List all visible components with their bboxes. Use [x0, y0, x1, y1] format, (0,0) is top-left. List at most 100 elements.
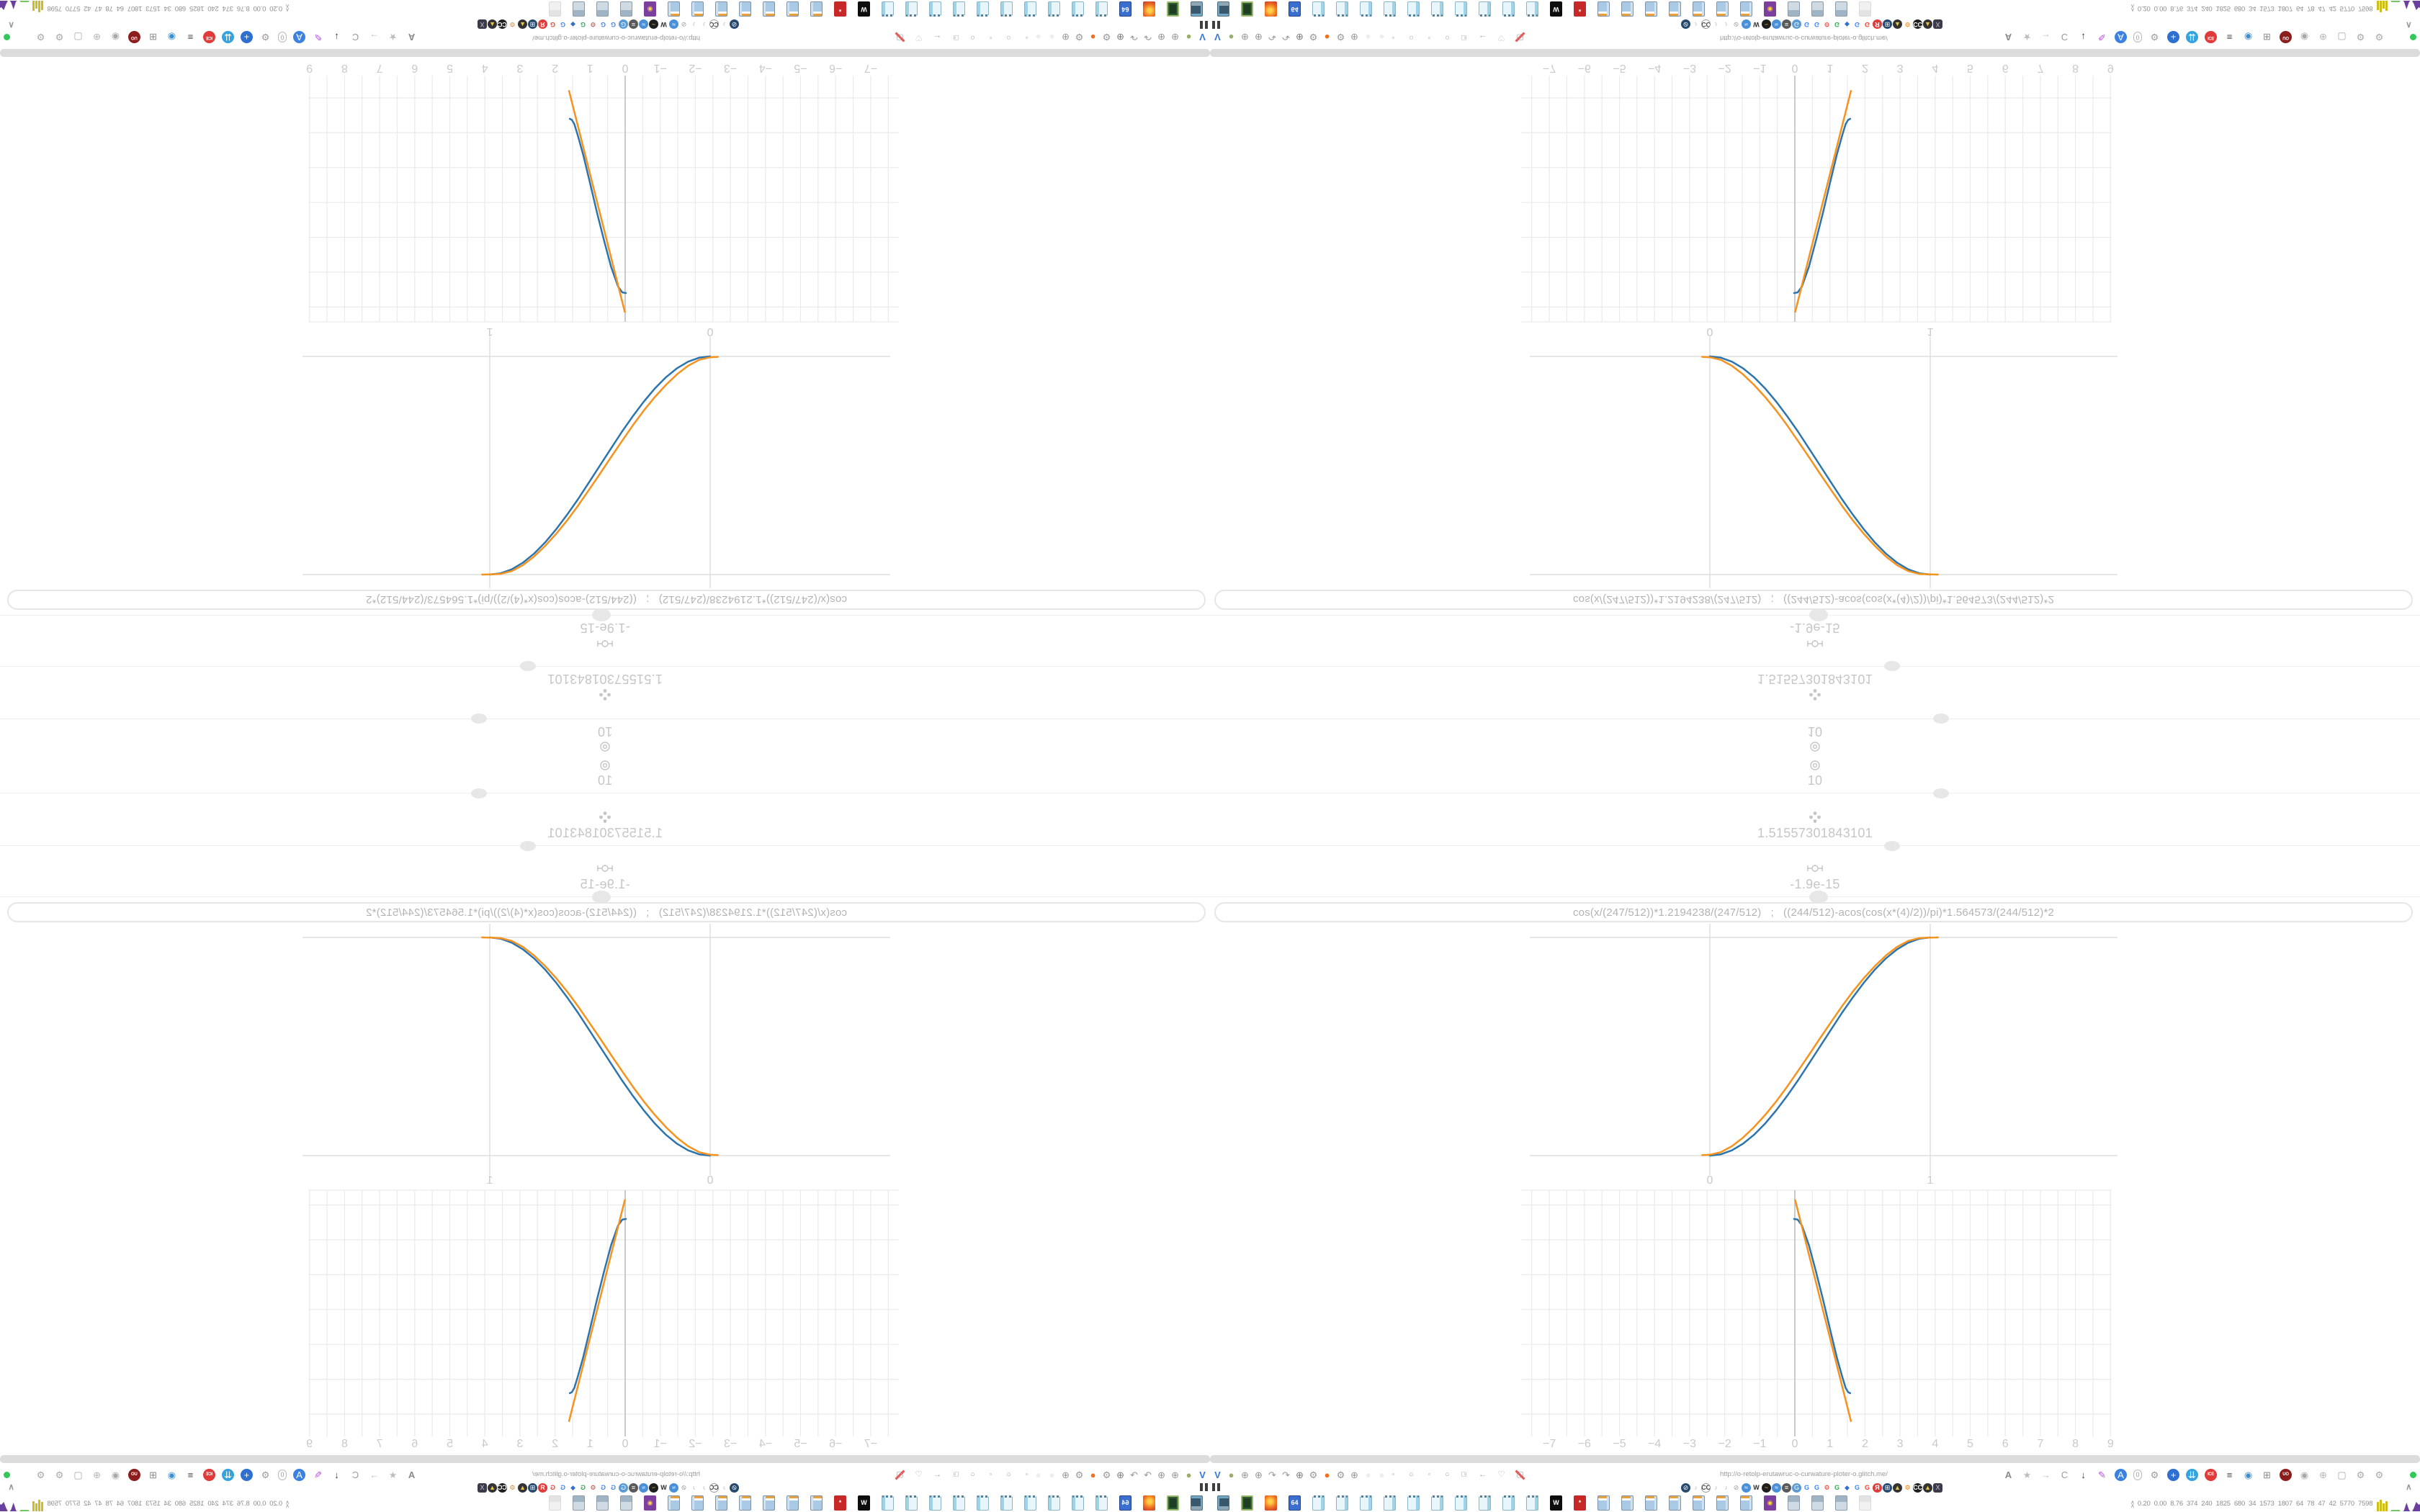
gear-icon[interactable]: ⚙ [1336, 1469, 1345, 1480]
calculator-icon[interactable] [715, 1495, 727, 1511]
v-logo-icon[interactable]: V [1214, 32, 1221, 43]
calculator-icon[interactable] [1621, 1, 1634, 17]
printer-icon[interactable] [1788, 1, 1800, 17]
add-circle-icon[interactable]: + [2167, 31, 2179, 44]
keypad-icon[interactable]: ⊞ [2263, 1469, 2271, 1480]
drag-handle[interactable] [1884, 841, 1900, 851]
gear-icon[interactable]: ⚙ [1075, 32, 1084, 43]
printer-icon[interactable] [596, 1, 609, 17]
wrench-icon[interactable]: ⚙ [2356, 32, 2365, 43]
calculator-icon[interactable] [1645, 1495, 1657, 1511]
purple-app-icon[interactable]: ◉ [1764, 1495, 1776, 1511]
translate-blue-icon[interactable]: A [293, 1468, 305, 1481]
photo-icon[interactable]: ▲ [518, 19, 527, 30]
blocked-circle-icon[interactable]: ⊘ [1733, 21, 1739, 29]
red-badge-icon[interactable]: * [1574, 1, 1586, 17]
cc-icon[interactable]: CC [709, 1482, 719, 1493]
download-manager-icon[interactable]: ⇊ [2186, 1468, 2198, 1481]
rotate-tool-icon[interactable]: ↷ [1268, 32, 1276, 43]
trash-grill-icon[interactable]: ≡ [187, 1469, 194, 1480]
cc-dark-icon[interactable]: CC [1913, 1482, 1922, 1493]
mute-icon[interactable]: ♪ [1724, 21, 1728, 29]
gear-icon[interactable]: ⚙ [36, 32, 45, 43]
yandex-icon[interactable]: Я [538, 1482, 547, 1493]
collapse-chevron-icon[interactable]: ∧ [8, 20, 14, 30]
record-dot-icon[interactable]: ◦ [1464, 1470, 1467, 1479]
globe-icon[interactable]: ⊕ [93, 1469, 101, 1480]
wave-icon[interactable]: ≈ [1772, 1482, 1781, 1493]
ghost-icon[interactable]: ● [1035, 1469, 1041, 1480]
globe-grid-icon[interactable]: ⊞ [528, 19, 537, 30]
rotate-tool-icon[interactable]: ↷ [1130, 1469, 1138, 1480]
stop-square-icon[interactable]: □ [954, 1470, 959, 1479]
pause-icon[interactable] [1200, 21, 1208, 29]
photo-icon[interactable]: ▲ [518, 1482, 527, 1493]
formula-input[interactable]: cos(x/(247/512))*1.2194238/(247/512) ; (… [7, 590, 1206, 610]
ublock-icon[interactable]: UO [2280, 1468, 2292, 1481]
wrench-icon[interactable]: ⚙ [1309, 1469, 1318, 1480]
notepad-icon[interactable] [1095, 1, 1108, 17]
photo-icon[interactable]: ▲ [1923, 1482, 1932, 1493]
wave-icon[interactable]: ≈ [639, 19, 648, 30]
ghost-icon[interactable]: ● [1049, 32, 1055, 43]
notepad-icon[interactable] [1526, 1495, 1538, 1511]
notepad-icon[interactable] [1360, 1495, 1372, 1511]
translate-blue-icon[interactable]: A [2115, 1468, 2127, 1481]
cloud-g-icon[interactable]: G [619, 1482, 628, 1493]
photo-icon[interactable]: ▲ [488, 19, 497, 30]
shield-outline-icon[interactable]: ♡ [915, 33, 923, 42]
calculator-icon[interactable] [1597, 1, 1610, 17]
calculator-icon[interactable] [810, 1495, 823, 1511]
dark-app-icon[interactable]: W [858, 1495, 870, 1511]
blocked-circle-icon[interactable]: ⊘ [1733, 1483, 1739, 1491]
waveform-icon[interactable]: ~ [649, 1482, 658, 1493]
cloud-g-icon[interactable]: G [1792, 1482, 1801, 1493]
mute-icon[interactable]: ♪ [1694, 21, 1698, 29]
notepad-icon[interactable] [1431, 1, 1443, 17]
calculator-icon[interactable] [1716, 1, 1729, 17]
google-icon[interactable]: G [611, 21, 617, 29]
google-icon[interactable]: G [560, 1483, 566, 1491]
page-fold-icon[interactable]: ▢ [73, 1469, 83, 1480]
printer-icon[interactable] [1788, 1495, 1800, 1511]
orange-gear-icon[interactable]: ⚙ [509, 21, 516, 29]
globe-icon[interactable]: ⊕ [2319, 1469, 2327, 1480]
media-blocked-icon[interactable]: ⊘ [1681, 19, 1690, 30]
counter-pill-icon[interactable]: 0 [2133, 32, 2142, 43]
globe-colored-icon[interactable]: ◉ [167, 32, 176, 43]
globe-grid-icon[interactable]: ⊞ [1883, 19, 1892, 30]
orange-gear-icon[interactable]: ⚙ [1904, 1483, 1911, 1491]
firefox-icon[interactable]: ● [1090, 1469, 1096, 1480]
google-icon[interactable]: G [1864, 1483, 1870, 1491]
record-dot-icon[interactable]: ◦ [989, 1470, 992, 1479]
cloud-g-icon[interactable]: G [619, 19, 628, 30]
google-icon[interactable]: G [550, 21, 556, 29]
ghost-printer-icon[interactable] [549, 1, 561, 17]
notepad-icon[interactable] [1000, 1, 1013, 17]
notepad-icon[interactable] [1048, 1, 1060, 17]
drag-handle[interactable] [1884, 661, 1900, 671]
stop-square-icon[interactable]: □ [1461, 1470, 1466, 1479]
drag-handle[interactable] [1933, 788, 1949, 798]
calculator-icon[interactable] [668, 1495, 680, 1511]
add-circle-icon[interactable]: + [241, 31, 253, 44]
globe-grid-icon[interactable]: ⊞ [1883, 1482, 1892, 1493]
wikipedia-icon[interactable]: W [660, 21, 667, 29]
notepad-icon[interactable] [1312, 1495, 1325, 1511]
computer-icon[interactable] [1191, 1495, 1203, 1511]
gear-icon[interactable]: ⚙ [2375, 1469, 2384, 1480]
globe-icon[interactable]: ⊕ [1116, 1469, 1124, 1480]
globe-grid-icon[interactable]: ⊞ [528, 1482, 537, 1493]
wrench-icon[interactable]: ⚙ [1309, 32, 1318, 43]
notepad-icon[interactable] [905, 1495, 918, 1511]
horizontal-scrollbar[interactable] [0, 49, 1210, 57]
floppy-disk-icon[interactable]: 64 [1119, 1495, 1131, 1511]
counter-pill-icon[interactable]: 0 [278, 1469, 287, 1480]
wikipedia-icon[interactable]: W [1753, 1483, 1760, 1491]
star-icon[interactable]: ★ [388, 1469, 398, 1480]
formula-input[interactable]: cos(x/(247/512))*1.2194238/(247/512) ; (… [1214, 902, 2413, 922]
horizontal-scrollbar[interactable] [1210, 49, 2420, 57]
globe-icon[interactable]: ⊕ [1255, 1469, 1263, 1480]
v-logo-icon[interactable]: V [1199, 1469, 1206, 1480]
